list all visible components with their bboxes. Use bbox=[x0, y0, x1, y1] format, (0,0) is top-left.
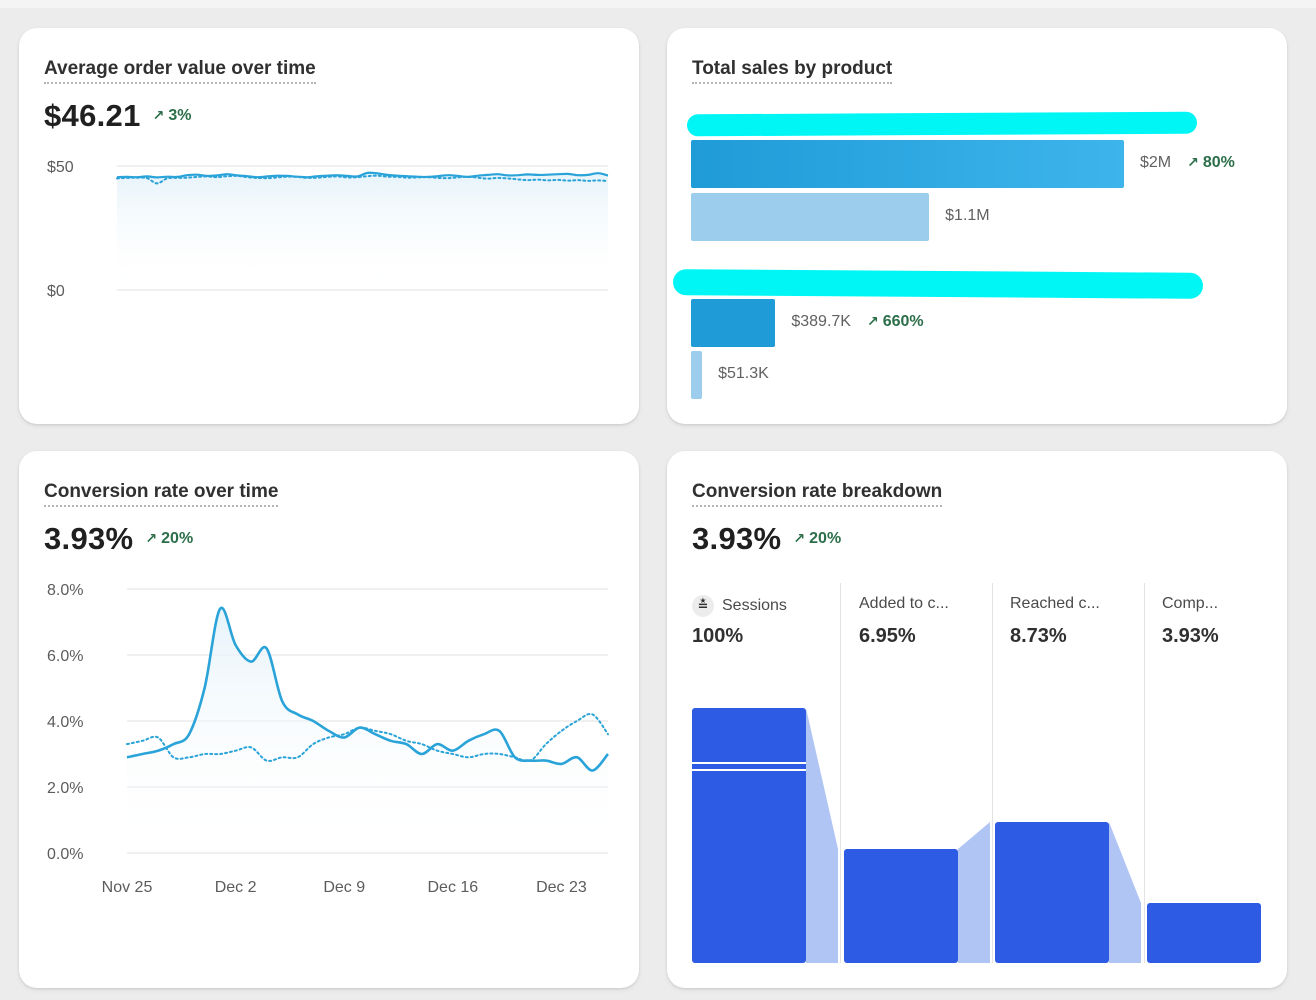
conversion-change: ↗ 20% bbox=[145, 530, 193, 548]
product-2-previous-bar[interactable] bbox=[691, 351, 703, 399]
current-period-line[interactable] bbox=[116, 171, 609, 179]
step-value-completed: 3.93% bbox=[1162, 625, 1219, 647]
aov-change: ↗ 3% bbox=[153, 107, 192, 125]
step-label-sessions: ≛ Sessions bbox=[692, 595, 787, 617]
x-axis-label: Nov 25 bbox=[102, 879, 153, 896]
product-1-change-value: 80% bbox=[1202, 154, 1235, 171]
product-2-current-value: $389.7K bbox=[791, 313, 851, 330]
arrow-up-right-icon: ↗ bbox=[145, 529, 158, 546]
product-2-previous-label: $51.3K bbox=[718, 365, 769, 383]
arrow-up-right-icon: ↗ bbox=[1187, 153, 1199, 170]
step-value-sessions: 100% bbox=[692, 625, 744, 647]
current-period-line[interactable] bbox=[126, 606, 610, 772]
product-2-change: ↗ 660% bbox=[867, 313, 924, 331]
y-axis-label: $0 bbox=[47, 283, 65, 300]
y-axis-label: $50 bbox=[47, 159, 74, 176]
funnel-connector bbox=[806, 708, 838, 963]
sessions-icon: ≛ bbox=[692, 595, 714, 617]
conversion-funnel-chart[interactable] bbox=[667, 451, 1287, 988]
funnel-bar-3[interactable] bbox=[995, 822, 1109, 963]
product-1-current-label: $2M ↗ 80% bbox=[1140, 154, 1235, 172]
aov-line-chart[interactable]: $50 $0 bbox=[19, 28, 639, 424]
y-axis-label: 6.0% bbox=[47, 648, 83, 665]
breakdown-value: 3.93% bbox=[692, 521, 782, 556]
y-axis-label: 0.0% bbox=[47, 846, 83, 863]
breakdown-title[interactable]: Conversion rate breakdown bbox=[692, 481, 943, 507]
product-1-change: ↗ 80% bbox=[1187, 154, 1235, 172]
redacted-product-name bbox=[686, 111, 1198, 137]
sales-title[interactable]: Total sales by product bbox=[692, 58, 893, 84]
x-axis-label: Dec 9 bbox=[323, 879, 365, 896]
funnel-bar-2[interactable] bbox=[844, 849, 958, 963]
product-2-current-bar[interactable] bbox=[691, 299, 776, 347]
redacted-product-name bbox=[672, 269, 1204, 299]
arrow-up-right-icon: ↗ bbox=[866, 312, 879, 329]
y-axis-label: 4.0% bbox=[47, 714, 83, 731]
aov-metric: $46.21 ↗ 3% bbox=[44, 98, 191, 134]
sales-card[interactable]: Total sales by product $2M ↗ 80% $1.1M $… bbox=[667, 28, 1287, 424]
aov-change-value: 3% bbox=[168, 107, 192, 124]
y-axis-label: 2.0% bbox=[47, 780, 83, 797]
product-1-previous-value: $1.1M bbox=[945, 207, 990, 224]
x-axis-label: Dec 23 bbox=[536, 879, 587, 896]
step-divider bbox=[1144, 583, 1145, 963]
x-axis-label: Dec 2 bbox=[215, 879, 257, 896]
aov-card[interactable]: Average order value over time $46.21 ↗ 3… bbox=[19, 28, 639, 424]
funnel-connector bbox=[1109, 822, 1141, 963]
product-2-change-value: 660% bbox=[882, 313, 924, 330]
breakdown-change-value: 20% bbox=[809, 530, 842, 547]
aov-title[interactable]: Average order value over time bbox=[44, 58, 316, 84]
step-label-sessions-text: Sessions bbox=[722, 597, 787, 614]
breakdown-change: ↗ 20% bbox=[793, 530, 841, 548]
conversion-value: 3.93% bbox=[44, 521, 134, 556]
product-2-previous-value: $51.3K bbox=[718, 365, 769, 382]
product-1-current-value: $2M bbox=[1140, 154, 1172, 171]
step-label-completed: Comp... bbox=[1162, 595, 1219, 612]
breakdown-card[interactable]: Conversion rate breakdown 3.93% ↗ 20% ≛ … bbox=[667, 451, 1287, 988]
conversion-change-value: 20% bbox=[161, 530, 194, 547]
step-value-reached-checkout: 8.73% bbox=[1010, 625, 1067, 647]
conversion-title[interactable]: Conversion rate over time bbox=[44, 481, 279, 507]
y-axis-label: 8.0% bbox=[47, 582, 83, 599]
funnel-bar-4[interactable] bbox=[1147, 903, 1261, 963]
funnel-bar-1[interactable] bbox=[692, 708, 806, 963]
conversion-metric: 3.93% ↗ 20% bbox=[44, 521, 193, 557]
conversion-card[interactable]: Conversion rate over time 3.93% ↗ 20% 8.… bbox=[19, 451, 639, 988]
step-divider bbox=[840, 583, 841, 963]
arrow-up-right-icon: ↗ bbox=[152, 106, 165, 123]
aov-value: $46.21 bbox=[44, 98, 141, 133]
product-1-current-bar[interactable] bbox=[691, 140, 1124, 188]
breakdown-metric: 3.93% ↗ 20% bbox=[692, 521, 841, 557]
product-2-current-label: $389.7K ↗ 660% bbox=[791, 313, 923, 331]
step-value-added-to-cart: 6.95% bbox=[859, 625, 916, 647]
step-label-reached-checkout: Reached c... bbox=[1010, 595, 1100, 612]
funnel-connector bbox=[958, 822, 990, 963]
arrow-up-right-icon: ↗ bbox=[793, 529, 806, 546]
step-divider bbox=[992, 583, 993, 963]
x-axis-label: Dec 16 bbox=[427, 879, 478, 896]
product-1-previous-label: $1.1M bbox=[945, 207, 989, 225]
conversion-line-chart[interactable]: 8.0% 6.0% 4.0% 2.0% 0.0% Nov 25 Dec 2 Dec 9 Dec … bbox=[19, 451, 639, 988]
product-1-previous-bar[interactable] bbox=[691, 193, 930, 241]
area-fill bbox=[117, 172, 608, 290]
step-label-added-to-cart: Added to c... bbox=[859, 595, 949, 612]
top-band bbox=[0, 0, 1316, 8]
